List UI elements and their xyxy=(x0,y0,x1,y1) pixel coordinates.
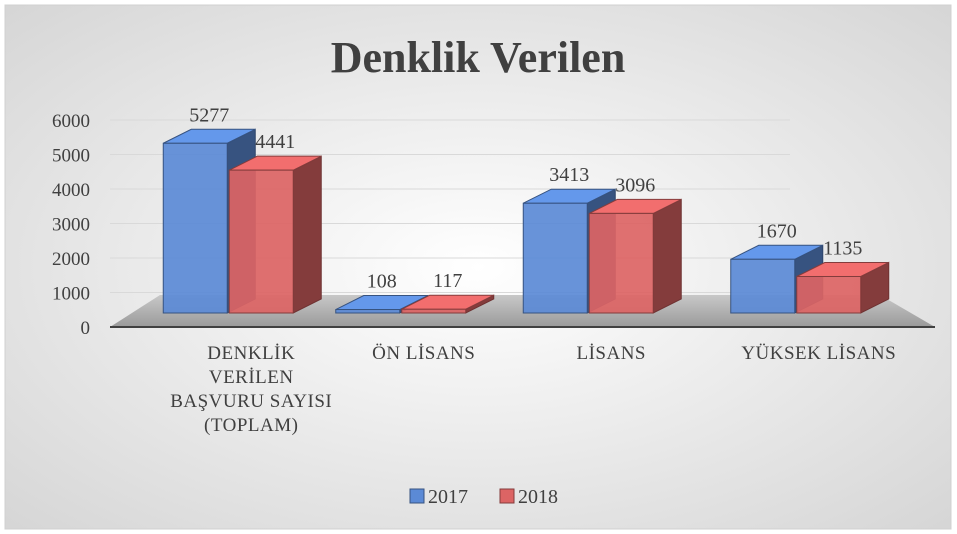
chart-title: Denklik Verilen xyxy=(331,33,626,82)
x-tick-label: DENKLİK VERİLEN BAŞVURU SAYISI (TOPLAM) xyxy=(170,343,333,436)
data-label: 1670 xyxy=(757,220,797,242)
x-tick-label: ÖN LİSANS xyxy=(372,343,476,364)
bar xyxy=(401,308,467,314)
y-tick-label: 5000 xyxy=(52,146,90,167)
x-tick-label: LİSANS xyxy=(576,343,646,364)
legend-swatch xyxy=(409,488,425,504)
data-label: 108 xyxy=(367,271,397,293)
data-label: 4441 xyxy=(255,131,295,153)
y-tick-label: 1000 xyxy=(52,284,90,305)
bar xyxy=(162,142,228,314)
floor xyxy=(110,295,935,327)
bar xyxy=(730,258,796,314)
data-label: 117 xyxy=(433,270,462,292)
y-tick-label: 3000 xyxy=(52,215,90,236)
y-tick-label: 6000 xyxy=(52,111,90,132)
y-tick-label: 0 xyxy=(81,318,91,339)
bar-side xyxy=(292,155,322,314)
y-tick-label: 2000 xyxy=(52,249,90,270)
bar xyxy=(335,309,401,314)
legend-label: 2018 xyxy=(518,486,558,508)
bar xyxy=(796,275,862,314)
x-tick-label: YÜKSEK LİSANS xyxy=(741,343,897,364)
y-tick-label: 4000 xyxy=(52,180,90,201)
bar-side xyxy=(652,198,682,314)
legend-swatch xyxy=(499,488,515,504)
data-label: 3096 xyxy=(615,174,655,196)
bar xyxy=(522,202,588,314)
legend-label: 2017 xyxy=(428,486,468,508)
bar xyxy=(588,212,654,314)
data-label: 5277 xyxy=(189,104,229,126)
bar xyxy=(228,169,294,314)
data-label: 3413 xyxy=(549,164,589,186)
data-label: 1135 xyxy=(823,237,862,259)
